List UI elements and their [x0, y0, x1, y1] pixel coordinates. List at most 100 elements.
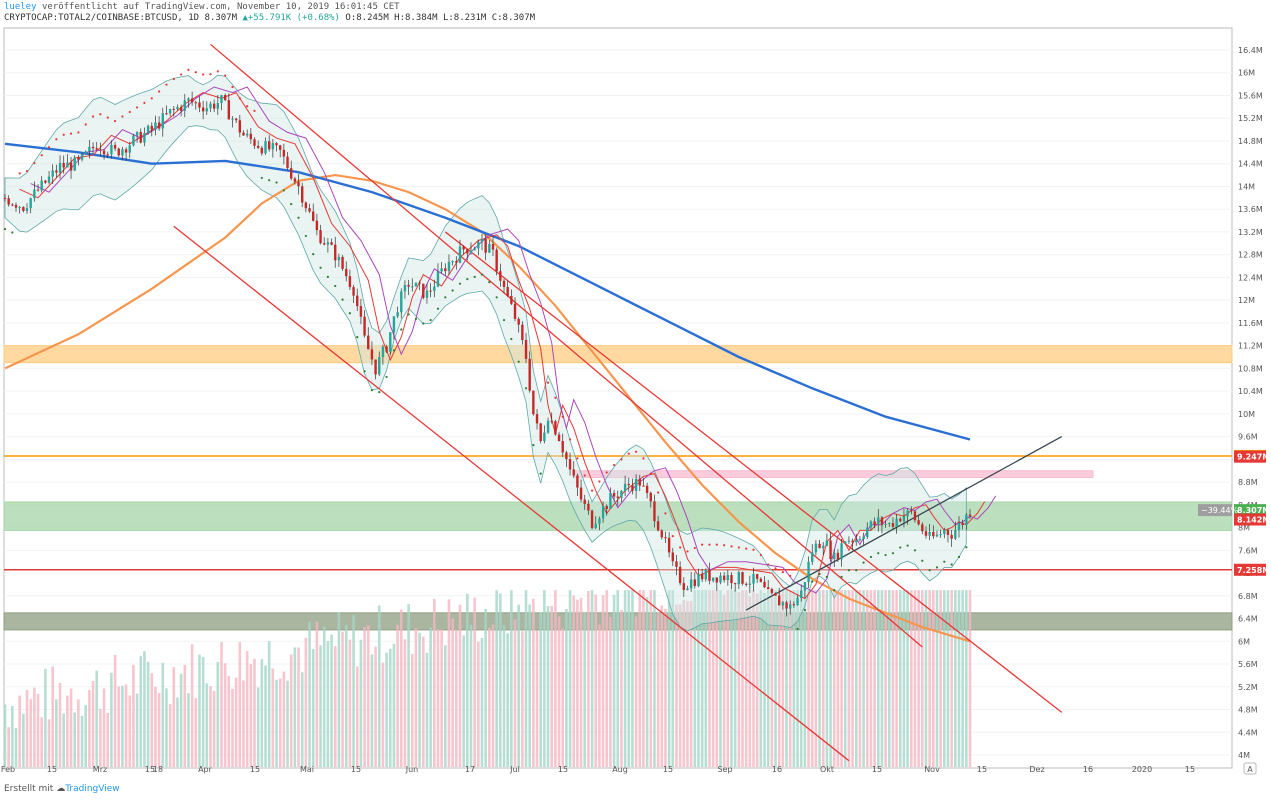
volume-bar — [69, 688, 73, 767]
volume-bar — [634, 616, 638, 767]
candle-body — [95, 148, 98, 150]
volume-bar — [352, 615, 355, 767]
volume-bar — [781, 590, 785, 767]
volume-bar — [282, 671, 286, 767]
volume-bar — [11, 706, 14, 767]
candle-body — [778, 595, 781, 606]
volume-bar — [682, 599, 686, 767]
sar-dot — [825, 575, 829, 578]
volume-bar — [227, 675, 231, 767]
auto-scale-button[interactable] — [1243, 762, 1257, 775]
candle-body — [550, 420, 553, 422]
candle-body — [146, 125, 150, 134]
candle-body — [851, 540, 854, 543]
volume-bar — [667, 590, 671, 767]
volume-bar — [304, 637, 308, 767]
candle-body — [418, 282, 421, 284]
volume-bar — [62, 713, 66, 767]
x-tick-label: 15 — [558, 765, 568, 774]
volume-bar — [935, 590, 939, 767]
sar-dot — [627, 452, 630, 455]
candle-body — [634, 478, 638, 491]
sar-dot — [737, 546, 740, 549]
candle-body — [939, 534, 942, 536]
volume-bar — [854, 590, 858, 767]
candle-body — [154, 122, 157, 130]
symbol-name[interactable]: CRYPTOCAP:TOTAL2/COINBASE:BTCUSD, 1D — [4, 13, 200, 23]
candle-body — [484, 238, 487, 253]
sar-dot — [165, 83, 168, 86]
volume-bar — [429, 627, 432, 767]
sar-dot — [913, 549, 917, 552]
change-tag — [1198, 504, 1232, 517]
volume-bar — [506, 633, 509, 767]
volume-bar — [66, 695, 69, 767]
volume-bar — [814, 590, 818, 767]
volume-bar — [902, 590, 906, 767]
volume-bar — [407, 604, 410, 767]
volume-bar — [788, 590, 792, 767]
candle-body — [183, 100, 186, 111]
volume-bar — [249, 664, 253, 767]
volume-bar — [847, 590, 851, 767]
candle-body — [781, 602, 785, 606]
candle-body — [392, 316, 396, 333]
sar-dot — [759, 553, 762, 557]
candle-body — [323, 243, 326, 245]
candle-body — [535, 414, 539, 424]
volume-bar — [917, 590, 920, 767]
candle-body — [774, 592, 777, 596]
sar-dot — [693, 546, 696, 550]
volume-bar — [421, 636, 425, 767]
volume-bar — [880, 590, 884, 767]
candle-body — [895, 518, 898, 527]
change-tag-label: −39.44% — [1201, 506, 1239, 515]
ohlc-values: O:8.245M H:8.384M L:8.231M C:8.307M — [345, 13, 536, 23]
sar-dot — [554, 396, 557, 399]
volume-bar — [572, 595, 576, 767]
volume-bar — [898, 590, 902, 767]
candle-body — [660, 530, 663, 538]
volume-bar — [858, 590, 862, 767]
candle-body — [422, 283, 425, 298]
volume-bar — [785, 590, 788, 767]
volume-bar — [157, 692, 161, 767]
sar-dot — [429, 318, 432, 322]
volume-bar — [799, 590, 803, 767]
candle-body — [139, 131, 142, 143]
sar-dot — [561, 415, 564, 418]
volume-bar — [594, 594, 598, 767]
sar-dot — [55, 138, 58, 141]
volume-bar — [612, 594, 616, 767]
candle-body — [910, 510, 913, 512]
volume-bar — [289, 654, 293, 767]
candle-body — [165, 113, 168, 115]
candle-body — [689, 579, 693, 589]
y-tick-label: 5.2M — [1238, 683, 1258, 692]
volume-bar — [315, 621, 319, 767]
candle-body — [715, 577, 719, 583]
sar-dot — [209, 73, 212, 76]
candle-body — [667, 537, 671, 553]
trend-line — [173, 225, 850, 762]
y-tick-label: 12.8M — [1238, 251, 1263, 260]
x-tick-label: Apr — [198, 765, 213, 774]
tradingview-link[interactable]: TradingView — [65, 784, 120, 794]
candle-body — [891, 523, 895, 527]
author-name[interactable]: lueley — [4, 2, 37, 12]
candle-body — [271, 143, 275, 150]
volume-bar — [172, 667, 176, 767]
candle-body — [880, 517, 884, 525]
candle-body — [304, 202, 308, 209]
ema-line — [4, 173, 971, 643]
volume-bar — [810, 590, 814, 767]
candle-body — [411, 286, 414, 288]
volume-bar — [524, 590, 528, 767]
sar-dot — [847, 569, 851, 572]
sar-dot — [620, 458, 623, 461]
sar-dot — [943, 560, 946, 563]
volume-bar — [154, 686, 157, 767]
candle-body — [711, 577, 715, 581]
volume-bar — [355, 666, 359, 767]
